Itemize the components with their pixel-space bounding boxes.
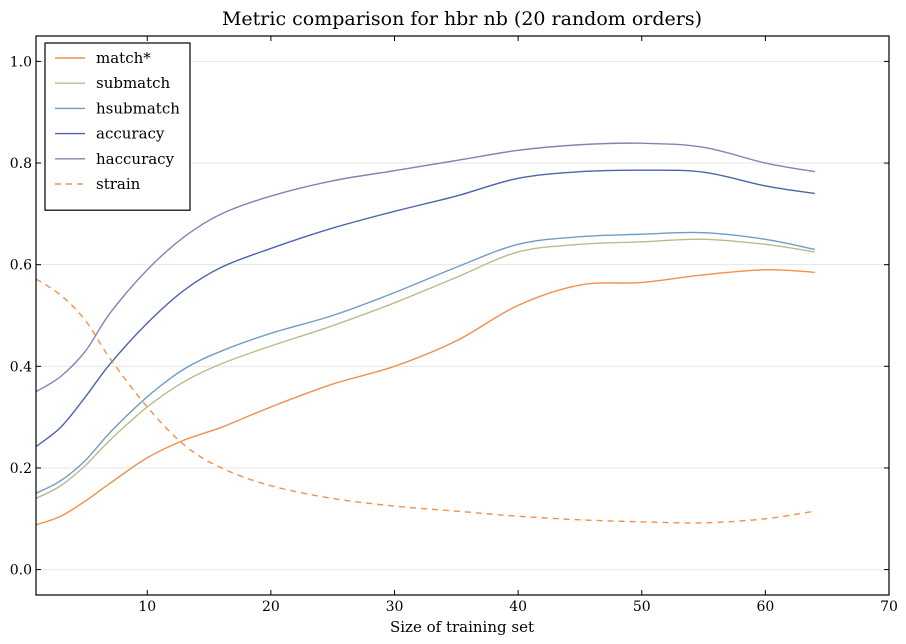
series-line-accuracy xyxy=(35,169,815,448)
x-tick-label: 20 xyxy=(262,599,280,615)
x-tick-label: 60 xyxy=(756,599,774,615)
plot-area-frame xyxy=(35,35,890,596)
x-tick-label: 70 xyxy=(880,599,898,615)
y-tick-label: 0.2 xyxy=(10,461,32,477)
chart-title: Metric comparison for hbr nb (20 random … xyxy=(222,8,702,30)
legend-box xyxy=(44,42,191,211)
series-line-hsubmatch xyxy=(35,231,815,494)
series-line-haccuracy xyxy=(35,142,815,393)
legend-label: haccuracy xyxy=(96,150,175,168)
legend-label: submatch xyxy=(96,74,171,92)
x-tick-label: 50 xyxy=(633,599,651,615)
y-tick-label: 0.0 xyxy=(10,563,32,579)
y-tick-label: 0.8 xyxy=(10,156,32,172)
x-tick-label: 30 xyxy=(386,599,404,615)
series-line-submatch xyxy=(35,238,815,500)
x-tick-label: 10 xyxy=(138,599,156,615)
legend-label: match* xyxy=(96,49,151,67)
legend-label: hsubmatch xyxy=(96,99,180,117)
legend-label: strain xyxy=(96,175,141,193)
y-tick-label: 1.0 xyxy=(10,54,32,70)
axis-ticks: 0.0 0.2 0.4 0.6 0.8 1.0 10 20 30 40 50 60 70 xyxy=(10,36,898,615)
y-tick-label: 0.4 xyxy=(10,359,32,375)
x-axis-label: Size of training set xyxy=(390,618,534,636)
y-tick-label: 0.6 xyxy=(10,258,32,274)
legend-label: accuracy xyxy=(96,125,165,143)
series-line-strain xyxy=(35,278,815,524)
legend: match* submatch hsubmatch accuracy haccuracy… xyxy=(44,42,191,211)
series-line-match xyxy=(35,269,815,526)
series-lines xyxy=(35,142,815,526)
x-tick-label: 40 xyxy=(509,599,527,615)
